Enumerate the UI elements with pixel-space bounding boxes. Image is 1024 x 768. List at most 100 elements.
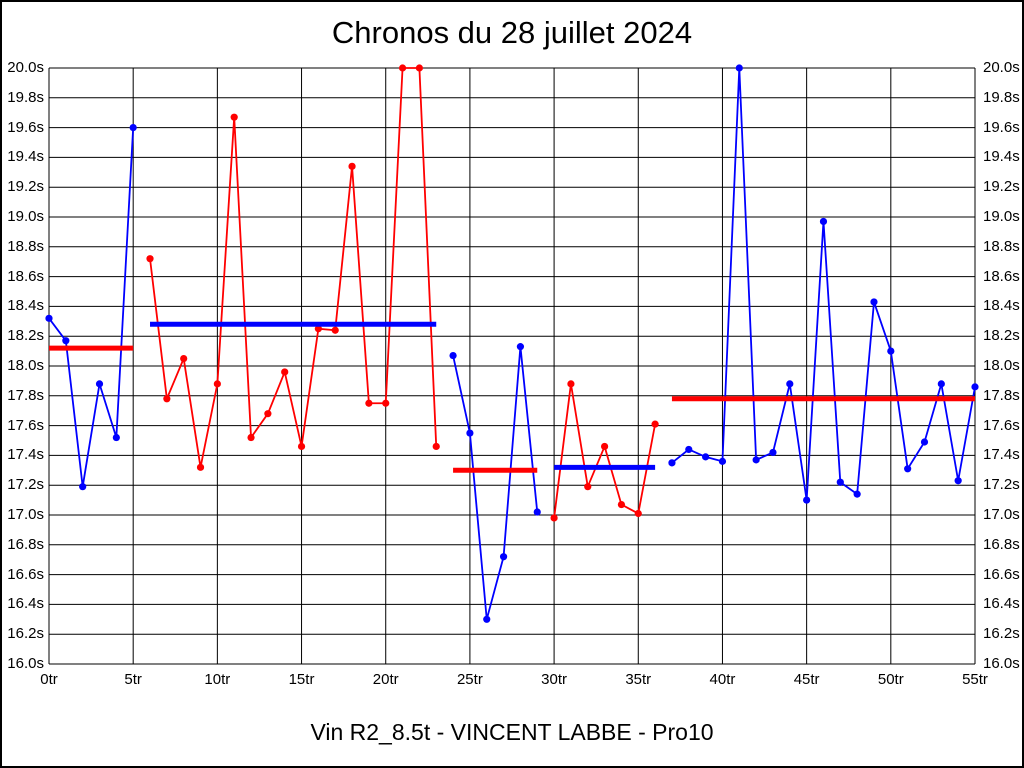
data-point-stint-3 [483,615,491,623]
y-tick-label-right: 19.6s [983,118,1020,136]
data-point-stint-2 [365,399,373,407]
y-tick-label-left: 17.6s [7,416,44,434]
data-point-stint-1 [79,483,87,491]
x-tick-label: 35tr [625,671,652,688]
y-tick-label-right: 18.4s [983,297,1020,315]
data-point-stint-1 [62,337,70,345]
data-point-stint-2 [213,380,221,388]
data-point-stint-5 [735,64,743,72]
y-tick-label-left: 17.0s [7,506,44,523]
data-point-stint-5 [920,438,929,446]
data-point-stint-3 [533,508,541,516]
data-point-stint-5 [870,298,878,306]
y-tick-label-left: 19.6s [7,118,44,136]
data-point-stint-2 [196,463,205,471]
data-point-stint-2 [146,255,154,263]
data-point-stint-5 [803,496,811,504]
y-tick-label-left: 17.4s [7,446,44,464]
y-tick-label-left: 18.6s [7,267,44,285]
data-point-stint-1 [129,124,137,132]
data-point-stint-2 [230,113,238,121]
data-point-stint-5 [954,477,962,485]
data-point-stint-4 [651,420,659,428]
chart-title: Chronos du 28 juillet 2024 [331,15,693,50]
data-point-stint-5 [718,457,727,465]
data-point-stint-2 [247,433,255,442]
data-point-stint-1 [112,433,120,442]
data-point-stint-4 [617,500,626,509]
data-point-stint-5 [971,383,979,391]
data-point-stint-4 [584,483,592,491]
y-tick-label-left: 19.2s [7,178,44,196]
data-point-stint-2 [348,162,356,170]
x-tick-label: 55tr [962,671,988,688]
data-point-stint-5 [752,456,760,464]
data-point-stint-4 [601,442,609,451]
plot-canvas [45,64,979,665]
data-point-stint-5 [786,380,794,388]
data-point-stint-2 [331,326,339,334]
data-point-stint-2 [264,410,272,418]
chart-caption: Vin R2_8.5t - VINCENT LABBE - Pro10 [310,719,714,745]
y-tick-label-right: 18.8s [983,237,1020,255]
y-tick-label-right: 19.4s [983,148,1020,166]
y-tick-label-left: 19.8s [7,88,44,106]
y-tick-label-left: 17.8s [7,386,44,404]
y-tick-label-right: 16.6s [983,565,1020,583]
data-point-stint-5 [769,448,777,457]
x-tick-label: 25tr [456,671,483,688]
data-point-stint-3 [516,343,525,351]
data-point-stint-5 [853,490,861,498]
y-tick-label-left: 18.8s [7,237,44,255]
data-point-stint-3 [449,351,457,360]
data-point-stint-1 [45,314,53,322]
plot-area [45,64,979,665]
y-tick-label-right: 19.0s [983,208,1020,225]
x-tick-label: 40tr [709,671,736,688]
y-tick-label-left: 16.2s [7,625,44,643]
y-tick-label-left: 18.0s [7,357,44,374]
data-point-stint-4 [634,509,642,518]
data-point-stint-2 [314,325,322,333]
y-tick-label-left: 18.2s [7,327,44,345]
y-tick-label-left: 16.0s [7,655,44,672]
y-tick-label-right: 16.8s [983,535,1020,553]
data-point-stint-3 [466,429,474,437]
y-tick-label-right: 17.4s [983,446,1020,464]
y-tick-label-left: 20.0s [7,59,44,76]
x-tick-label: 20tr [372,671,399,688]
data-point-stint-2 [180,354,188,363]
data-point-stint-2 [415,64,423,72]
data-point-stint-2 [163,395,171,403]
data-point-stint-5 [702,453,710,461]
x-tick-label: 10tr [204,671,231,688]
x-tick-label: 50tr [877,671,904,688]
y-tick-label-right: 16.4s [983,595,1020,613]
y-tick-label-right: 17.6s [983,416,1020,434]
data-point-stint-2 [297,442,306,451]
data-point-stint-4 [567,380,575,388]
y-tick-label-right: 16.2s [983,625,1020,643]
x-tick-label: 15tr [288,671,315,688]
y-tick-label-left: 19.4s [7,148,44,166]
data-point-stint-3 [499,553,508,561]
data-point-stint-5 [668,459,676,467]
data-point-stint-5 [937,380,945,388]
y-tick-label-right: 18.2s [983,327,1020,345]
y-tick-label-right: 19.8s [983,88,1020,106]
y-tick-label-right: 17.2s [983,476,1020,494]
data-point-stint-4 [550,514,558,522]
y-tick-label-right: 20.0s [983,59,1020,76]
y-tick-label-left: 16.6s [7,565,44,583]
y-tick-label-right: 17.8s [983,386,1020,404]
data-point-stint-2 [382,399,390,407]
y-tick-label-left: 18.4s [7,297,44,315]
y-tick-label-right: 17.0s [983,506,1020,523]
series-line-stint-4 [553,383,656,519]
data-point-stint-1 [95,380,104,388]
y-tick-label-right: 19.2s [983,178,1020,196]
data-point-stint-5 [904,465,912,473]
data-point-stint-5 [887,347,895,355]
series-line-stint-5 [671,67,976,501]
